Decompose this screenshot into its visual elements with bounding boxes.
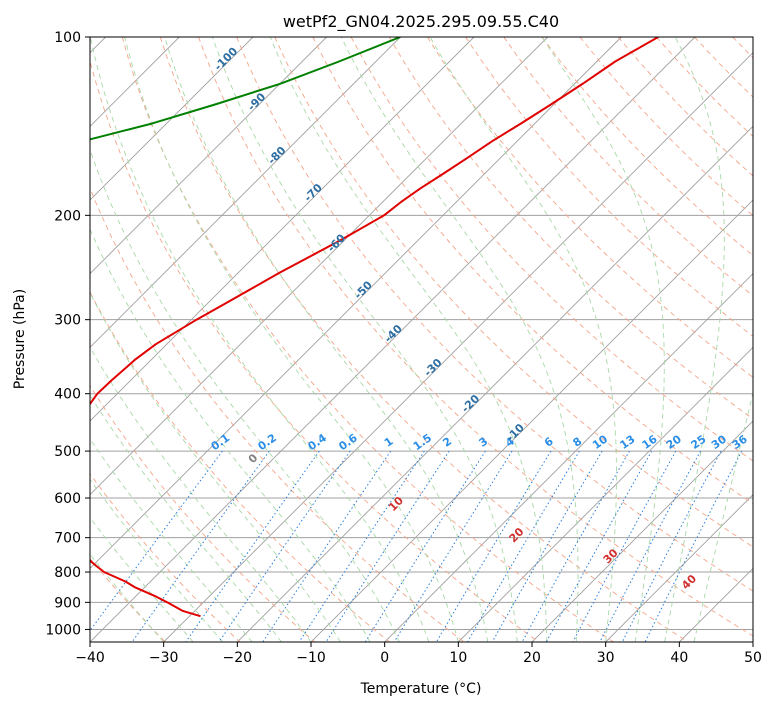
moist-adiabat-line [90, 346, 312, 642]
dry-adiabat-line [90, 557, 166, 642]
isotherm-line [237, 125, 753, 642]
moist-adiabat-line [90, 517, 194, 642]
y-tick-label: 400 [54, 387, 81, 403]
y-tick-label: 600 [54, 491, 81, 507]
y-tick-label: 200 [54, 208, 81, 224]
plot-frame [89, 36, 754, 643]
isotherm-line [90, 37, 475, 422]
y-tick-label: 500 [54, 444, 81, 460]
moist-adiabat-line [664, 37, 725, 642]
mixing-ratio-line [393, 450, 513, 642]
moist-adiabat-line [164, 37, 489, 642]
x-tick-label: 30 [597, 650, 615, 666]
dry-adiabat-line [90, 384, 315, 642]
isotherm-line [90, 37, 327, 275]
mixing-ratio-line [621, 450, 722, 642]
dry-adiabat-line [121, 37, 614, 642]
y-axis-label: Pressure (hPa) [12, 289, 28, 389]
mixing-ratio-line [218, 450, 351, 642]
isotherm-line [90, 37, 622, 569]
isotherm-line [90, 37, 548, 496]
x-axis-label: Temperature (°C) [360, 681, 482, 697]
moist-adiabat-line [269, 37, 548, 642]
dry-adiabat-line [198, 37, 753, 637]
x-tick-label: 0 [380, 650, 389, 666]
y-tick-label: 300 [54, 313, 81, 329]
moist-adiabat-line [124, 37, 459, 642]
x-tick-label: 10 [449, 650, 467, 666]
mixing-ratio-line [644, 450, 743, 642]
isotherm-line [384, 273, 753, 642]
dry-adiabat-line [274, 37, 753, 548]
mixing-ratio-line [90, 450, 223, 632]
isotherm-line [90, 37, 254, 201]
dry-adiabat-line [236, 37, 753, 592]
moist-adiabat-line [90, 394, 282, 642]
x-tick-label: −10 [296, 650, 326, 666]
x-tick-label: 40 [670, 650, 688, 666]
series-layer [90, 37, 659, 618]
mixing-ratio-line [298, 450, 425, 642]
moist-adiabat-line [90, 37, 430, 642]
isotherm-line [605, 494, 753, 642]
x-tick-label: 20 [523, 650, 541, 666]
mixing-ratio-line [599, 450, 701, 642]
axes: −40 −30 −20 −10 0 10 20 30 40 50 100 200 300 400 500 60… [45, 30, 762, 666]
y-tick-label: 700 [54, 531, 81, 547]
isotherm-line [90, 37, 401, 348]
moist-adiabat-line [90, 478, 223, 642]
dry-adiabat-line [90, 186, 465, 642]
dry-adiabat-line [350, 37, 753, 462]
isotherm-line [458, 346, 753, 642]
x-tick-label: 50 [744, 650, 762, 666]
x-tick-label: −20 [223, 650, 253, 666]
moist-adiabat-line [541, 37, 665, 642]
isotherm-line [90, 37, 696, 642]
moist-adiabat-line [90, 228, 371, 642]
y-tick-label: 100 [54, 30, 81, 46]
mixing-ratio-line [521, 450, 630, 642]
moist-adiabat-line [90, 148, 400, 642]
dry-adiabat-line [312, 37, 753, 505]
dry-adiabat-line [90, 473, 241, 642]
moist-adiabat-line [90, 553, 165, 642]
y-tick-label: 1000 [45, 622, 81, 638]
mixing-ratio-line [491, 450, 603, 642]
moist-adiabat-line [340, 37, 579, 642]
isotherm-line [531, 420, 753, 642]
mixing-ratio-line [545, 450, 653, 642]
dry-adiabat-line [503, 37, 753, 297]
temperature-line [90, 37, 659, 618]
mixing-ratio-line [185, 450, 320, 642]
background-lines [90, 37, 753, 642]
chart-title: wetPf2_GN04.2025.295.09.55.C40 [283, 12, 559, 32]
dry-adiabat-line [90, 59, 540, 642]
isotherm-line [163, 52, 753, 642]
x-tick-label: −40 [75, 650, 105, 666]
x-tick-label: −30 [149, 650, 179, 666]
moist-adiabat-line [90, 438, 253, 642]
moist-adiabat-line [429, 37, 617, 642]
mixing-ratio-line [572, 450, 677, 642]
y-tick-label: 900 [54, 595, 81, 611]
dry-adiabat-line [90, 291, 390, 642]
isotherm-line [310, 199, 753, 642]
mixing-ratio-line [262, 450, 392, 642]
moist-adiabat-line [211, 37, 518, 642]
y-tick-label: 800 [54, 565, 81, 581]
